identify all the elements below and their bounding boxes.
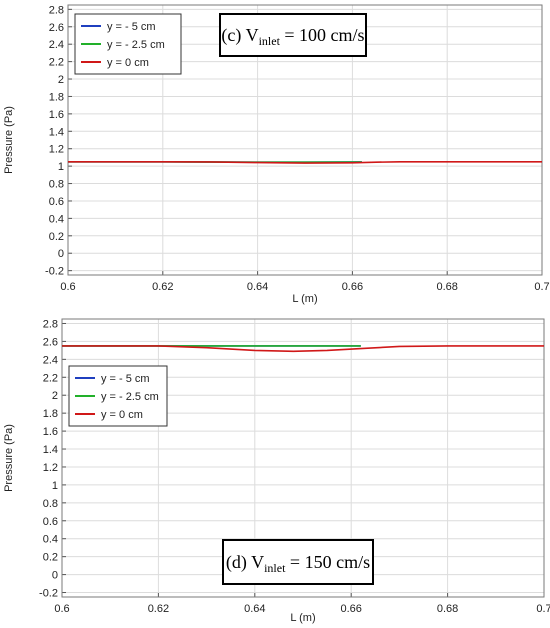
x-tick-label-c: 0.68 [436, 281, 457, 293]
y-tick-label-d: 1.8 [43, 408, 58, 420]
y-tick-label-c: 2.4 [49, 39, 64, 51]
y-tick-label-d: 2.8 [43, 318, 58, 330]
y-tick-label-c: 0.4 [49, 213, 64, 225]
annotation-box-c [219, 13, 367, 57]
y-tick-label-d: 0.2 [43, 552, 58, 564]
legend-entry-d: y = 0 cm [101, 409, 143, 421]
y-tick-label-c: 1.2 [49, 144, 64, 156]
annotation-box-d [222, 539, 374, 585]
x-tick-label-d: 0.64 [244, 603, 265, 615]
y-tick-label-d: 1 [52, 480, 58, 492]
y-tick-label-d: -0.2 [39, 588, 58, 600]
x-axis-label-c: L (m) [292, 293, 317, 305]
plot-border-c [67, 4, 543, 276]
y-tick-label-d: 1.2 [43, 462, 58, 474]
y-tick-label-d: 0 [52, 570, 58, 582]
x-tick-label-d: 0.7 [536, 603, 550, 615]
y-tick-label-c: 1 [58, 161, 64, 173]
y-tick-label-c: -0.2 [45, 266, 64, 278]
chart-panel-c: 0.6 0.62 0.64 0.66 0.68 0.7 -0.2 0 0.2 0.4 0.6 0.8 1… [0, 0, 550, 310]
y-axis-label-d: Pressure (Pa) [3, 424, 15, 492]
x-tick-label-d: 0.62 [148, 603, 169, 615]
x-tick-label-c: 0.66 [342, 281, 363, 293]
x-tick-label-d: 0.66 [340, 603, 361, 615]
y-tick-label-c: 2.6 [49, 22, 64, 34]
series-line-y-0cm-d [62, 345, 544, 353]
y-tick-label-c: 2.8 [49, 4, 64, 16]
y-tick-label-c: 0.2 [49, 231, 64, 243]
y-tick-label-d: 1.4 [43, 444, 58, 456]
series-line-y-0cm-c [68, 161, 542, 164]
y-tick-label-d: 2 [52, 390, 58, 402]
pressure-chart-c: 0.6 0.62 0.64 0.66 0.68 0.7 -0.2 0 0.2 0.4 0.6 0.8 1… [3, 4, 550, 305]
legend-entry-c: y = - 5 cm [107, 21, 156, 33]
y-tick-label-d: 1.6 [43, 426, 58, 438]
y-tick-label-d: 0.8 [43, 498, 58, 510]
legend-entry-c: y = 0 cm [107, 57, 149, 69]
legend-entry-d: y = - 2.5 cm [101, 391, 159, 403]
legend-entry-c: y = - 2.5 cm [107, 39, 165, 51]
pressure-chart-d: 0.6 0.62 0.64 0.66 0.68 0.7 -0.2 0 0.2 0.4 0.6 0.8 1… [3, 318, 550, 624]
y-tick-label-c: 2 [58, 74, 64, 86]
y-tick-label-c: 2.2 [49, 57, 64, 69]
x-axis-label-d: L (m) [290, 612, 315, 624]
y-tick-label-c: 0.8 [49, 179, 64, 191]
x-tick-label-c: 0.7 [534, 281, 549, 293]
y-tick-label-d: 0.6 [43, 516, 58, 528]
annotation-label-d: (d) Vinlet = 150 cm/s [226, 552, 370, 575]
y-tick-label-d: 0.4 [43, 534, 58, 546]
x-tick-label-c: 0.64 [247, 281, 268, 293]
y-tick-label-c: 1.8 [49, 91, 64, 103]
annotation-label-c: (c) Vinlet = 100 cm/s [221, 25, 364, 48]
x-tick-label-d: 0.68 [437, 603, 458, 615]
x-tick-label-c: 0.62 [152, 281, 173, 293]
chart-panel-d: 0.6 0.62 0.64 0.66 0.68 0.7 -0.2 0 0.2 0.4 0.6 0.8 1… [0, 314, 550, 628]
legend-entry-d: y = - 5 cm [101, 373, 150, 385]
y-tick-label-c: 0.6 [49, 196, 64, 208]
y-tick-label-d: 2.2 [43, 372, 58, 384]
y-tick-label-c: 1.6 [49, 109, 64, 121]
y-tick-label-c: 0 [58, 248, 64, 260]
x-tick-label-c: 0.6 [60, 281, 75, 293]
plot-border-d [61, 318, 545, 598]
y-tick-label-d: 2.4 [43, 354, 58, 366]
y-axis-label-c: Pressure (Pa) [3, 106, 15, 174]
x-tick-label-d: 0.6 [54, 603, 69, 615]
y-tick-label-d: 2.6 [43, 336, 58, 348]
y-tick-label-c: 1.4 [49, 126, 64, 138]
